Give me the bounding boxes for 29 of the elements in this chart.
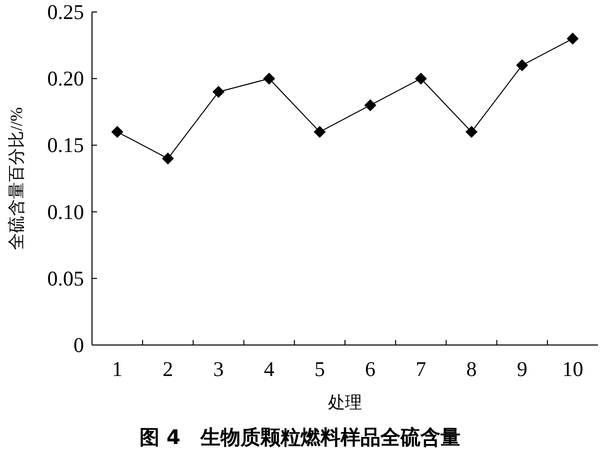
point [516, 59, 528, 72]
y-axis-title: 全硫含量百分比//% [7, 107, 26, 250]
y-tick-label: 0 [74, 333, 84, 357]
x-axis-title: 处理 [328, 393, 362, 412]
point [111, 126, 124, 138]
point [162, 152, 174, 165]
x-tick-label: 4 [264, 357, 275, 381]
point [212, 86, 224, 98]
x-tick-label: 8 [466, 357, 477, 381]
x-tick-label: 2 [162, 357, 174, 381]
y-tick-label: 0.15 [47, 133, 84, 158]
x-tick-label: 1 [112, 357, 123, 381]
x-tick-label: 9 [516, 357, 528, 381]
x-tick-label: 5 [314, 357, 325, 381]
point [414, 72, 427, 85]
x-tick-label: 3 [213, 357, 224, 381]
x-tick-label: 7 [416, 357, 426, 381]
text: 图 4 生物质颗粒燃料样品全硫含量 [140, 425, 460, 449]
point [263, 72, 276, 85]
y-tick-label: 0.25 [47, 0, 84, 24]
point [364, 99, 376, 112]
x-tick-label: 6 [365, 357, 376, 381]
y-tick-label: 0.05 [47, 266, 84, 290]
point [314, 126, 326, 138]
y-tick-label: 0.20 [47, 66, 84, 91]
x-tick-label: 10 [562, 357, 584, 381]
point [566, 32, 579, 45]
y-tick-label: 0.10 [47, 200, 84, 224]
point [466, 126, 478, 138]
